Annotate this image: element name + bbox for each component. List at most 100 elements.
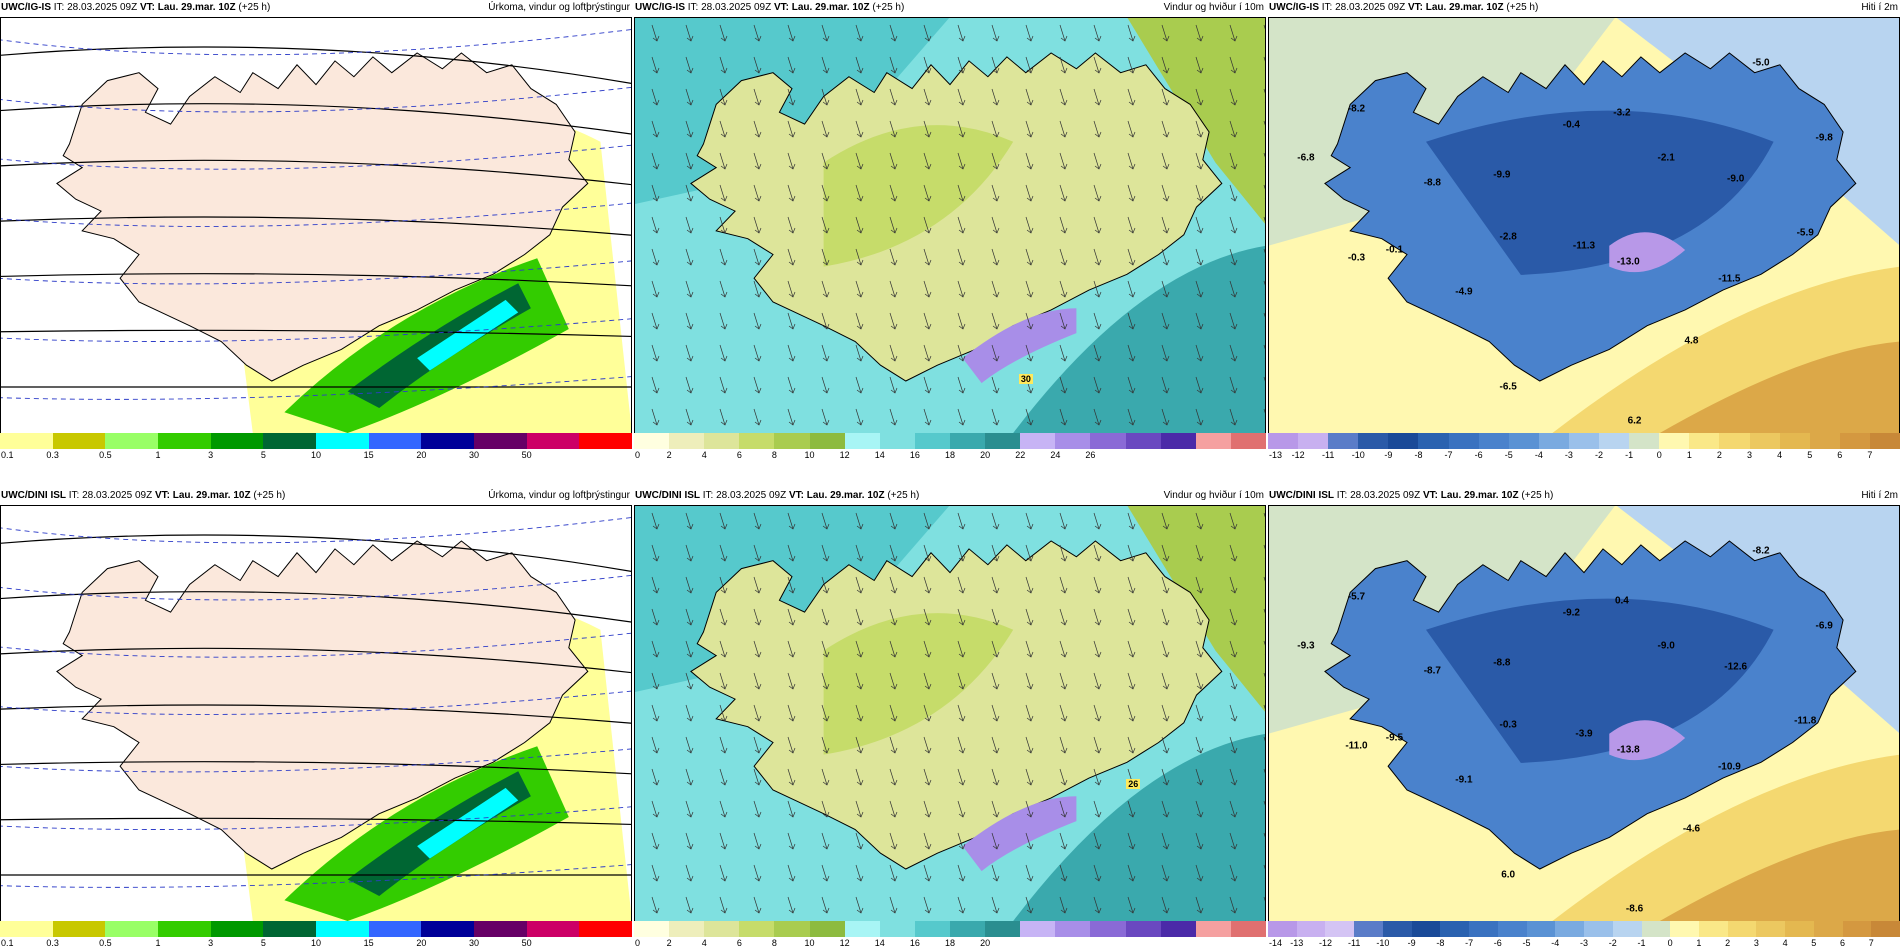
colorbar: [1268, 433, 1900, 449]
colorbar-tick-label: -3: [1564, 450, 1573, 460]
init-time: 28.03.2025 09Z: [701, 2, 772, 13]
temp-value-label: -0.3: [1499, 719, 1517, 731]
colorbar-swatch: [316, 921, 369, 937]
map-panel-precip: UWC/DINI ISL IT: 28.03.2025 09Z VT: Lau.…: [0, 488, 633, 951]
init-time-label: IT:: [1321, 2, 1333, 13]
temp-value-label: -9.8: [1815, 132, 1833, 144]
colorbar-tick-label: -9: [1384, 450, 1393, 460]
colorbar-swatch: [1612, 921, 1642, 937]
colorbar-swatch: [634, 433, 670, 449]
colorbar-swatch: [1020, 921, 1056, 937]
colorbar-swatch: [634, 921, 670, 937]
colorbar-tick-label: 8: [771, 450, 777, 460]
init-time: 28.03.2025 09Z: [1335, 2, 1406, 13]
colorbar-tick-label: 4: [701, 938, 707, 948]
colorbar-swatch: [0, 921, 53, 937]
colorbar-swatch: [1268, 921, 1297, 937]
temp-value-label: -13.8: [1616, 744, 1640, 756]
temp-value-label: -0.1: [1385, 244, 1404, 256]
colorbar-tick-label: -6: [1493, 938, 1502, 948]
colorbar-swatch: [421, 433, 475, 449]
colorbar-swatch: [1298, 433, 1329, 449]
colorbar-swatch: [1230, 433, 1266, 449]
temp-value-label: -8.8: [1423, 177, 1441, 189]
map-area: [0, 505, 632, 921]
panel-title: Úrkoma, vindur og loftþrýstingur: [488, 490, 630, 501]
map-panel-wind: UWC/DINI ISL IT: 28.03.2025 09Z VT: Lau.…: [634, 488, 1266, 951]
colorbar-swatch: [1090, 433, 1126, 449]
colorbar-swatch: [985, 921, 1021, 937]
colorbar-tick-label: -5: [1522, 938, 1531, 948]
init-time: 28.03.2025 09Z: [67, 2, 138, 13]
temp-value-label: -5.7: [1347, 591, 1366, 603]
colorbar-swatch: [1195, 921, 1231, 937]
colorbar-tick-label: 24: [1050, 450, 1061, 460]
temp-value-label: -9.9: [1493, 169, 1511, 181]
init-time-label: IT:: [702, 490, 714, 501]
colorbar-swatch: [1382, 921, 1412, 937]
colorbar-tick-label: 7: [1868, 938, 1874, 948]
valid-time-label: VT:: [1407, 2, 1423, 13]
temp-value-label: -4.6: [1682, 823, 1701, 835]
colorbar-tick-label: -13: [1269, 450, 1283, 460]
lead-time: (+25 h): [872, 2, 905, 13]
colorbar-tick-label: -7: [1444, 450, 1453, 460]
temp-value-label: -9.3: [1297, 640, 1315, 652]
temp-value-label: -3.9: [1575, 728, 1593, 740]
colorbar-swatch: [809, 921, 845, 937]
colorbar-tick-label: 20: [416, 938, 427, 948]
temp-value-label: -9.0: [1657, 640, 1675, 652]
colorbar-tick-label: 4: [701, 450, 707, 460]
colorbar-tick-label: 22: [1015, 450, 1026, 460]
init-time-label: IT:: [687, 2, 699, 13]
colorbar-swatch: [316, 433, 369, 449]
colorbar-swatch: [263, 433, 317, 449]
colorbar-swatch: [774, 433, 810, 449]
colorbar-tick-label: 10: [804, 938, 815, 948]
colorbar-swatch: [263, 921, 317, 937]
valid-time-label: VT:: [773, 2, 789, 13]
temp-value-label: -9.1: [1455, 774, 1473, 786]
model-name: UWC/IG-IS: [1, 2, 51, 13]
temp-value-label: -8.8: [1493, 657, 1511, 669]
model-name: UWC/DINI ISL: [1, 490, 66, 501]
colorbar-tick-label: 18: [944, 938, 956, 948]
map-area: -5.0 -8.2 -3.2 -6.8 -0.4 -9.8 -8.8 -9.9 -2.1 -9.0…: [1268, 17, 1900, 433]
colorbar-swatch: [1584, 921, 1613, 937]
colorbar-swatch: [669, 433, 705, 449]
temp-value-label: 4.8: [1684, 335, 1699, 347]
iceland-outline: [690, 52, 1223, 382]
valid-time-label: VT:: [1422, 490, 1438, 501]
colorbar-tick-label: -2: [1595, 450, 1604, 460]
iceland-outline: [690, 540, 1223, 870]
colorbar-swatch: [879, 433, 915, 449]
init-time: 28.03.2025 09Z: [716, 490, 787, 501]
temp-value-label: -2.8: [1499, 231, 1517, 243]
colorbar-swatch: [879, 921, 915, 937]
temp-value-label: -9.2: [1562, 607, 1580, 619]
colorbar-swatch: [1779, 433, 1810, 449]
colorbar-tick-label: 6: [736, 450, 742, 460]
colorbar-tick-label: 50: [521, 450, 532, 460]
colorbar-swatch: [579, 433, 633, 449]
colorbar-tick-label: 4: [1777, 450, 1783, 460]
colorbar-swatch: [1478, 433, 1509, 449]
colorbar-tick-label: -12: [1291, 450, 1305, 460]
colorbar-tick-label: 16: [909, 450, 920, 460]
colorbar-swatch: [844, 921, 880, 937]
colorbar-swatch: [1325, 921, 1355, 937]
colorbar-tick-label: 5: [260, 938, 266, 948]
valid-time: Lau. 29.mar. 10Z: [791, 2, 870, 13]
colorbar-swatch: [1568, 433, 1600, 449]
colorbar-swatch: [158, 921, 211, 937]
colorbar-swatch: [1869, 433, 1900, 449]
colorbar-tick-label: 26: [1085, 450, 1096, 460]
colorbar-swatch: [1497, 921, 1527, 937]
map-area: 26: [634, 505, 1266, 921]
colorbar-swatch: [1268, 433, 1299, 449]
colorbar: [0, 921, 633, 937]
lead-time: (+25 h): [253, 490, 286, 501]
colorbar-swatch: [1055, 921, 1091, 937]
init-time-label: IT:: [1336, 490, 1348, 501]
colorbar-swatch: [1871, 921, 1900, 937]
